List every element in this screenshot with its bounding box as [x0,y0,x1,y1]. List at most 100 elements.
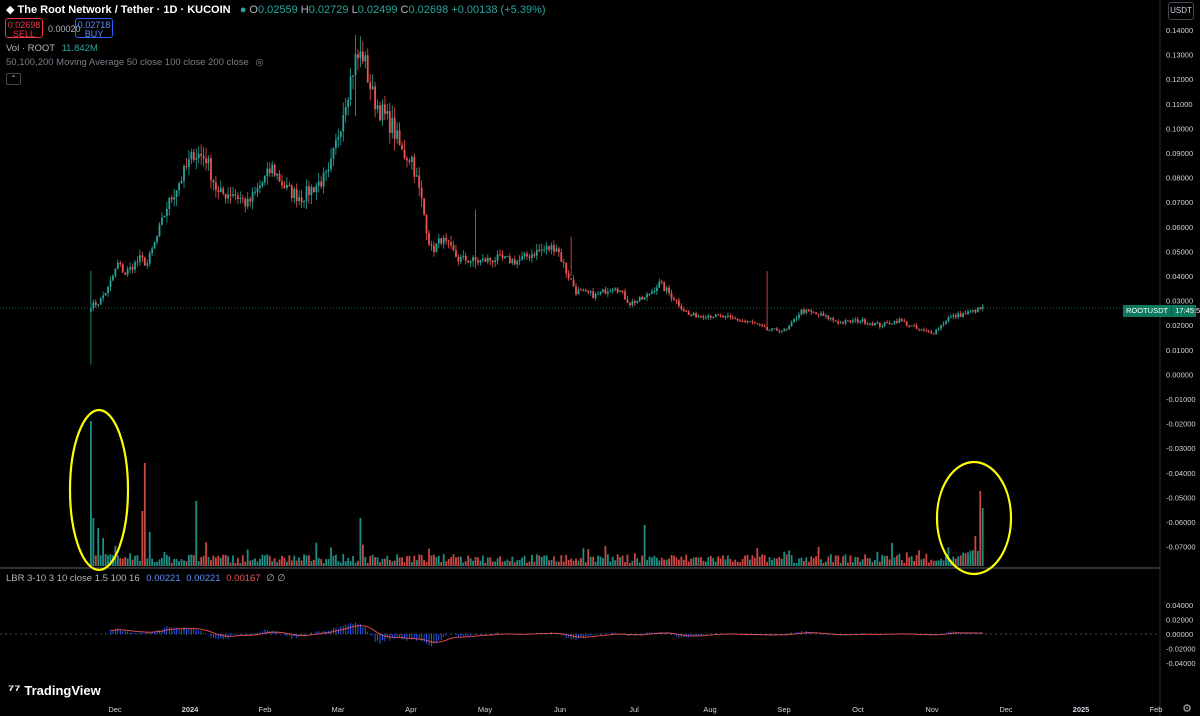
volume-bar [680,556,683,566]
volume-bar [325,559,327,566]
candle-body [244,198,247,207]
price-tick-label: 0.08000 [1166,174,1193,183]
volume-bar [937,560,940,566]
volume-bar [364,557,367,566]
lbr-value-2: 0.00221 [186,573,221,584]
volume-bar [246,549,249,566]
volume-bar [244,561,247,566]
candle-body [776,328,778,331]
candle-body [251,192,254,202]
volume-bar [945,556,947,566]
candle-body [854,319,857,321]
volume-bar [959,555,962,566]
candle-body [954,315,957,318]
candle-body [477,260,479,263]
volume-bar [195,501,198,566]
candle-body [116,262,119,269]
candle-body [834,320,837,322]
candle-body [810,310,813,313]
candle-body [129,267,131,270]
volume-bar [834,555,837,566]
volume-bar [369,556,372,566]
volume-bar [675,557,678,566]
volume-bar [923,558,925,566]
candle-body [445,237,448,241]
candle-body [413,156,416,177]
volume-bar [276,562,278,566]
volume-bar [526,562,528,566]
volume-bar [217,555,220,566]
candle-body [273,164,276,176]
candle-body [790,321,793,326]
volume-bar [415,560,418,566]
candle-body [923,329,925,331]
candle-body [957,313,960,318]
volume-bar [731,561,734,566]
currency-selector[interactable]: USDT [1168,2,1194,20]
volume-bar [146,558,149,566]
lbr-legend[interactable]: LBR 3-10 3 10 close 1.5 100 16 0.00221 0… [6,573,285,584]
volume-bar [99,555,102,566]
candle-body [932,333,935,335]
volume-bar [170,562,173,566]
buy-button[interactable]: 0.02718 BUY [75,18,113,39]
symbol-title[interactable]: The Root Network / Tether · 1D · KUCOIN [17,4,231,16]
price-tick-label: -0.02000 [1166,420,1196,429]
volume-bar [90,421,92,566]
volume-legend[interactable]: Vol · ROOT 11.842M [6,43,98,54]
volume-bar [815,556,817,566]
ma-legend[interactable]: 50,100,200 Moving Average 50 close 100 c… [6,57,264,68]
volume-bar [472,560,474,566]
volume-bar [756,548,759,566]
volume-bar [531,554,533,566]
candle-body [543,249,546,251]
volume-bar [687,561,690,566]
time-tick-label: Oct [852,705,865,714]
volume-bar [197,561,200,566]
candle-body [506,256,509,258]
volume-bar [793,562,795,566]
gear-icon[interactable]: ⚙ [1182,703,1192,715]
candle-body [190,152,193,160]
volume-bar [423,560,425,566]
volume-bar [763,555,766,566]
candle-body [859,321,862,323]
candle-body [751,321,754,323]
sell-button[interactable]: 0.02698 SELL [5,18,43,39]
volume-bar [168,556,171,566]
volume-bar [886,555,889,566]
candle-body [153,242,156,249]
candle-body [364,55,367,62]
candle-body [386,110,389,114]
volume-bar [918,550,920,566]
volume-bar [572,560,575,566]
price-tick-label: 0.02000 [1166,321,1193,330]
volume-bar [300,560,303,566]
lbr-tick-label: -0.04000 [1166,659,1196,668]
candle-body [685,311,688,313]
volume-bar [665,559,668,566]
candle-body [114,268,117,276]
candle-body [937,328,940,330]
volume-bar [158,559,161,566]
volume-bar [180,559,183,566]
lbr-tick-label: -0.02000 [1166,645,1196,654]
volume-bar [969,550,972,566]
candle-body [516,261,519,265]
candle-body [393,117,396,139]
volume-bar [800,557,803,566]
collapse-legend-icon[interactable]: ⌃ [6,73,21,85]
candle-body [651,291,653,294]
tradingview-logo[interactable]: ⁷⁷ TradingView [8,682,101,699]
candle-body [670,293,673,299]
volume-bar [638,562,641,566]
volume-bar [251,559,254,566]
candle-body [839,322,842,324]
volume-bar [717,556,719,566]
price-tick-label: 0.06000 [1166,223,1193,232]
candle-body [964,313,967,315]
volume-bar [513,562,516,566]
eye-off-icon[interactable]: ◎ [255,57,264,68]
candle-body [594,293,597,299]
